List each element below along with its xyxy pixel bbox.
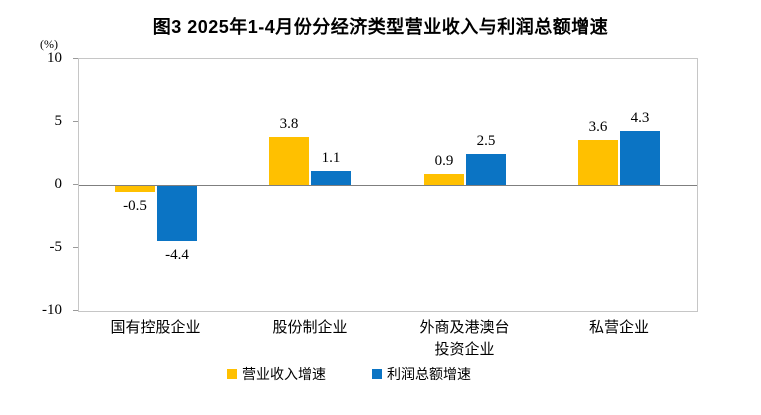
legend-label-profit: 利润总额增速: [387, 368, 471, 383]
bar-value-label: -0.5: [123, 198, 147, 214]
bar: [311, 171, 351, 185]
bar: [115, 186, 155, 192]
y-tick-mark: [73, 247, 78, 248]
y-tick-label: -10: [42, 302, 62, 318]
bar: [466, 154, 506, 186]
y-tick-mark: [73, 184, 78, 185]
bar: [157, 186, 197, 241]
y-tick-mark: [73, 58, 78, 59]
bar-value-label: 3.6: [588, 119, 608, 135]
y-axis-unit-label: (%): [40, 37, 58, 51]
bar: [620, 131, 660, 185]
x-category-label: 国有控股企业: [110, 320, 201, 336]
y-tick-label: -5: [49, 239, 63, 255]
legend-label-revenue: 营业收入增速: [242, 368, 326, 383]
y-tick-mark: [73, 121, 78, 122]
y-tick-label: 0: [54, 176, 63, 192]
bar: [424, 174, 464, 185]
bar-value-label: 2.5: [476, 133, 496, 149]
y-tick-label: 5: [54, 113, 63, 129]
plot-area: -0.5 3.8 0.9 3.6 -4.4 1.1 2.5 4.3: [78, 58, 698, 312]
bar: [269, 137, 309, 185]
legend: 营业收入增速 利润总额增速: [0, 364, 698, 384]
y-tick-mark: [73, 310, 78, 311]
bar-value-label: 0.9: [434, 153, 454, 169]
zero-axis-line: [79, 185, 697, 186]
bar: [578, 140, 618, 185]
bar-value-label: 4.3: [630, 110, 650, 126]
x-category-label: 股份制企业: [272, 320, 348, 336]
y-tick-label: 10: [47, 50, 62, 66]
bar-value-label: 1.1: [321, 150, 341, 166]
profit-series-swatch: [372, 369, 382, 379]
legend-item-profit: 利润总额增速: [372, 364, 471, 384]
revenue-series-swatch: [227, 369, 237, 379]
bar-value-label: -4.4: [165, 247, 189, 263]
x-category-label: 私营企业: [588, 320, 649, 336]
bar-value-label: 3.8: [279, 116, 299, 132]
chart-title: 图3 2025年1-4月份分经济类型营业收入与利润总额增速: [152, 17, 609, 37]
x-category-label: 外商及港澳台 投资企业: [419, 320, 510, 358]
legend-item-revenue: 营业收入增速: [227, 364, 326, 384]
